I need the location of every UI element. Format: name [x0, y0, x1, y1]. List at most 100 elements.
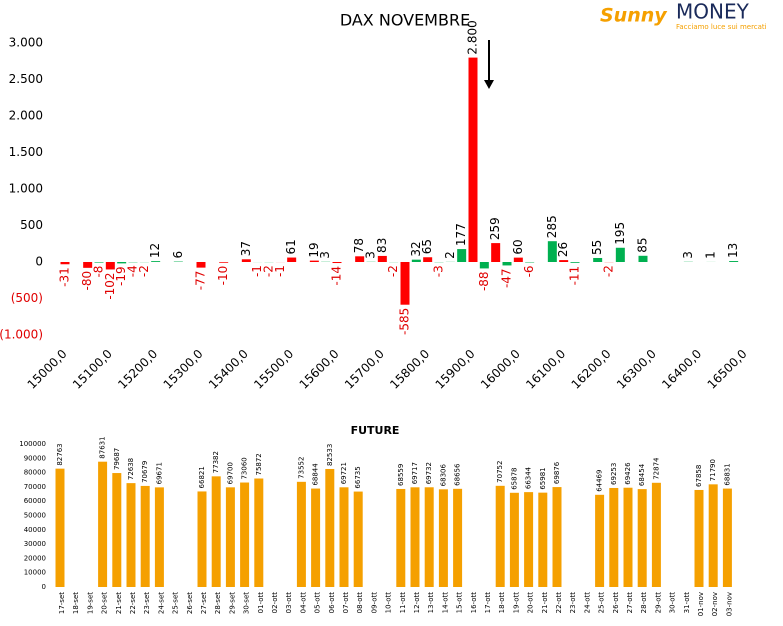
data-label: 64469: [596, 470, 604, 492]
x-tick-label: 18-ott: [498, 592, 506, 614]
bar: [615, 247, 625, 262]
bar: [296, 481, 306, 587]
x-tick-label: 21-set: [115, 592, 123, 614]
data-label: 66821: [198, 466, 206, 488]
bar: [491, 243, 501, 262]
x-tick-label: 11-ott: [399, 592, 407, 614]
bar: [411, 259, 421, 262]
bar: [126, 483, 136, 587]
bar: [105, 262, 115, 270]
data-label: 2.800: [466, 20, 480, 54]
y-tick-label: 20000: [24, 554, 46, 562]
bar: [538, 492, 548, 587]
arrow-head: [484, 80, 494, 89]
bar: [117, 262, 127, 264]
bar: [339, 487, 349, 587]
x-tick-label: 28-ott: [640, 592, 648, 614]
data-label: -77: [194, 271, 208, 291]
bar: [438, 489, 448, 587]
bar: [513, 257, 523, 262]
data-label: -4: [126, 265, 140, 277]
bar: [638, 255, 648, 262]
data-label: 72874: [652, 457, 660, 480]
data-label: 69426: [624, 462, 632, 485]
x-tick-label: 03-nov: [725, 592, 733, 616]
x-tick-label: 20-set: [101, 592, 109, 614]
x-tick-label: 26-ott: [612, 592, 620, 614]
data-label: 75872: [255, 453, 263, 475]
data-label: 60: [511, 239, 525, 254]
data-label: -14: [330, 266, 344, 286]
bar: [140, 485, 150, 587]
data-label: 68844: [312, 463, 320, 486]
bar: [355, 256, 365, 262]
bar: [112, 473, 122, 587]
data-label: 2: [443, 251, 457, 259]
bar: [151, 261, 161, 262]
x-tick-label: 30-set: [243, 592, 251, 614]
data-label: 79687: [113, 448, 121, 470]
x-tick-label: 16500,0: [705, 347, 750, 392]
data-label: -1: [273, 265, 287, 277]
x-tick-label: 16200,0: [569, 347, 614, 392]
data-label: -585: [398, 308, 412, 335]
chart-title: DAX NOVEMBRE: [340, 11, 470, 30]
bar: [708, 484, 718, 587]
bar: [424, 487, 434, 587]
bar: [694, 489, 704, 587]
x-tick-label: 08-ott: [356, 592, 364, 614]
x-tick-label: 15500,0: [251, 347, 296, 392]
bar: [410, 487, 420, 587]
data-label: 82533: [326, 444, 334, 466]
data-label: 65878: [510, 468, 518, 490]
x-tick-label: 16400,0: [659, 347, 704, 392]
x-tick-label: 12-ott: [413, 592, 421, 614]
x-tick-label: 01-nov: [697, 592, 705, 616]
x-tick-label: 09-ott: [370, 592, 378, 614]
bar: [552, 487, 562, 587]
x-tick-label: 29-ott: [654, 592, 662, 614]
x-tick-label: 01-ott: [257, 592, 265, 614]
data-label: 3: [318, 251, 332, 259]
y-tick-label: (500): [11, 291, 43, 305]
data-label: 73060: [241, 457, 249, 479]
bar: [559, 260, 569, 262]
data-label: -2: [386, 265, 400, 277]
data-label: 32: [409, 241, 423, 256]
bar: [593, 257, 603, 262]
bar: [396, 488, 406, 587]
data-label: 195: [613, 222, 627, 245]
bar: [83, 262, 93, 268]
bar: [524, 492, 534, 587]
bar: [570, 262, 580, 263]
x-tick-label: 18-set: [72, 592, 80, 614]
data-label: 69721: [340, 462, 348, 484]
bar: [637, 489, 647, 587]
data-label: 66344: [525, 466, 533, 489]
x-tick-label: 03-ott: [285, 592, 293, 614]
x-tick-label: 23-ott: [569, 592, 577, 614]
bar: [547, 241, 557, 262]
x-tick-label: 29-set: [228, 592, 236, 614]
data-label: 55: [590, 240, 604, 255]
y-tick-label: 0: [42, 583, 46, 591]
data-label: -80: [80, 271, 94, 291]
bar: [55, 468, 65, 587]
bar: [722, 488, 732, 587]
x-tick-label: 15100,0: [70, 347, 115, 392]
data-label: 13: [726, 243, 740, 258]
bar: [311, 488, 321, 587]
data-label: 3: [364, 251, 378, 259]
bar: [94, 262, 104, 263]
data-label: -10: [216, 266, 230, 286]
data-label: -88: [477, 271, 491, 291]
data-label: 72638: [127, 458, 135, 480]
data-label: 65: [420, 239, 434, 254]
x-tick-label: 15300,0: [161, 347, 206, 392]
data-label: 1: [704, 251, 718, 259]
y-tick-label: (1.000): [0, 328, 43, 342]
x-tick-label: 27-ott: [626, 592, 634, 614]
x-tick-label: 19-ott: [512, 592, 520, 614]
data-label: 69876: [553, 461, 561, 484]
